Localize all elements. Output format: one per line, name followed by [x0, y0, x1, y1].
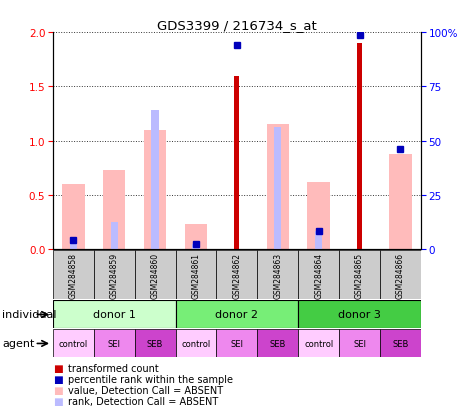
Text: GSM284863: GSM284863: [273, 252, 282, 298]
Text: SEI: SEI: [107, 339, 120, 348]
Text: donor 3: donor 3: [337, 309, 380, 319]
Text: GSM284859: GSM284859: [110, 252, 118, 298]
FancyBboxPatch shape: [297, 251, 338, 299]
Text: GSM284858: GSM284858: [69, 252, 78, 298]
FancyBboxPatch shape: [53, 300, 175, 328]
Text: ■: ■: [53, 396, 62, 406]
Text: control: control: [303, 339, 333, 348]
Bar: [266, 125, 288, 250]
Text: SEB: SEB: [392, 339, 408, 348]
Text: ■: ■: [53, 374, 62, 384]
Bar: [234, 76, 239, 250]
Text: SEB: SEB: [146, 339, 163, 348]
Text: SEI: SEI: [230, 339, 243, 348]
Text: GSM284862: GSM284862: [232, 252, 241, 298]
Text: donor 2: donor 2: [215, 309, 258, 319]
Text: SEB: SEB: [269, 339, 285, 348]
FancyBboxPatch shape: [175, 251, 216, 299]
Text: GSM284866: GSM284866: [395, 252, 404, 298]
Text: value, Detection Call = ABSENT: value, Detection Call = ABSENT: [68, 385, 223, 395]
FancyBboxPatch shape: [94, 329, 134, 357]
FancyBboxPatch shape: [338, 251, 379, 299]
Bar: [103, 171, 125, 250]
Text: GSM284861: GSM284861: [191, 252, 200, 298]
Text: control: control: [59, 339, 88, 348]
Bar: [185, 225, 207, 250]
Text: individual: individual: [2, 310, 56, 320]
Text: GSM284865: GSM284865: [354, 252, 363, 298]
Text: GSM284860: GSM284860: [150, 252, 159, 298]
Text: agent: agent: [2, 339, 34, 349]
Text: transformed count: transformed count: [68, 363, 158, 373]
Bar: [192, 244, 199, 250]
FancyBboxPatch shape: [297, 300, 420, 328]
Text: control: control: [181, 339, 210, 348]
FancyBboxPatch shape: [216, 251, 257, 299]
FancyBboxPatch shape: [216, 329, 257, 357]
Text: rank, Detection Call = ABSENT: rank, Detection Call = ABSENT: [68, 396, 218, 406]
FancyBboxPatch shape: [379, 329, 420, 357]
Text: donor 1: donor 1: [93, 309, 135, 319]
FancyBboxPatch shape: [53, 251, 94, 299]
Text: ■: ■: [53, 363, 62, 373]
FancyBboxPatch shape: [134, 329, 175, 357]
FancyBboxPatch shape: [297, 329, 338, 357]
FancyBboxPatch shape: [175, 300, 297, 328]
Bar: [307, 183, 329, 250]
Text: GSM284864: GSM284864: [313, 252, 323, 298]
Bar: [69, 240, 77, 250]
FancyBboxPatch shape: [379, 251, 420, 299]
FancyBboxPatch shape: [257, 329, 297, 357]
Bar: [110, 223, 118, 250]
Title: GDS3399 / 216734_s_at: GDS3399 / 216734_s_at: [157, 19, 316, 32]
FancyBboxPatch shape: [94, 251, 134, 299]
Text: percentile rank within the sample: percentile rank within the sample: [68, 374, 233, 384]
Bar: [62, 185, 84, 250]
Bar: [314, 231, 322, 250]
Text: SEI: SEI: [353, 339, 365, 348]
Bar: [356, 44, 361, 250]
Text: ■: ■: [53, 385, 62, 395]
FancyBboxPatch shape: [53, 329, 94, 357]
FancyBboxPatch shape: [338, 329, 379, 357]
Bar: [274, 127, 281, 250]
Bar: [388, 154, 411, 250]
Bar: [151, 111, 158, 250]
FancyBboxPatch shape: [257, 251, 297, 299]
FancyBboxPatch shape: [175, 329, 216, 357]
FancyBboxPatch shape: [134, 251, 175, 299]
Bar: [144, 131, 166, 250]
